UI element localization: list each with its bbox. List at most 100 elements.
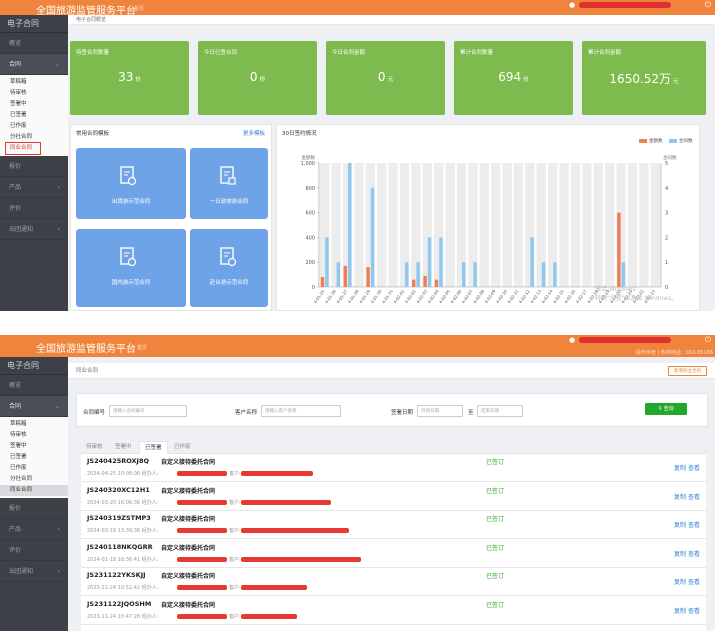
grid-band <box>331 163 341 287</box>
hotline-text[interactable]: 操作手册 | 热线电话：010-85166 <box>635 350 713 356</box>
grid-band <box>388 163 398 287</box>
view-link[interactable]: 查看 <box>688 550 701 558</box>
table-row[interactable]: JS240118NKQGRR 自定义接待委托合同 2024-01-18 16:36:… <box>81 539 706 568</box>
operator-redacted <box>177 585 227 590</box>
user-name-redacted[interactable] <box>579 337 671 343</box>
submenu-voided[interactable]: 已作废 <box>10 465 27 471</box>
grid-band <box>593 163 603 287</box>
sidebar-item-contract[interactable]: 合同 ⌄ <box>0 54 68 75</box>
sidebar-item-label: 评价 <box>9 205 22 212</box>
sidebar-item-product[interactable]: 产品 ‹ <box>0 519 68 540</box>
copy-link[interactable]: 复制 <box>674 550 687 558</box>
contract-id[interactable]: JS240320XC12H1 <box>87 485 150 494</box>
view-link[interactable]: 查看 <box>688 579 701 586</box>
contract-id[interactable]: JS231122JQOSHM <box>87 599 152 608</box>
date-to-label: 至 <box>468 410 474 416</box>
sidebar-item-departure-notice[interactable]: 出团通知 ‹ <box>0 561 68 582</box>
view-link[interactable]: 查看 <box>688 493 701 501</box>
copy-link[interactable]: 复制 <box>674 607 687 615</box>
sidebar-item-review[interactable]: 评价 <box>0 198 68 219</box>
operator-redacted <box>177 613 227 619</box>
template-label: 出境游示范合同 <box>111 199 151 205</box>
sidebar-item-contract[interactable]: 合同 ⌄ <box>0 396 68 417</box>
power-icon[interactable]: ⏻ <box>704 0 711 9</box>
tab-signed[interactable]: 已签署 <box>139 441 168 454</box>
submenu-signing[interactable]: 签署中 <box>10 443 27 449</box>
submenu-signed[interactable]: 已签署 <box>10 112 27 118</box>
table-row[interactable]: JS231122YKSKJJ 自定义接待委托合同 2023-11-24 10:52:… <box>81 568 706 596</box>
submenu-pending-review[interactable]: 待审核 <box>10 432 27 438</box>
date-start-input[interactable]: 开始日期 <box>417 405 463 417</box>
sidebar-item-departure-notice[interactable]: 出团通知 ‹ <box>0 219 68 240</box>
sidebar-item-overview[interactable]: 概览 <box>0 375 68 396</box>
view-link[interactable]: 查看 <box>688 522 701 529</box>
document-icon <box>220 166 236 185</box>
sidebar-item-quote[interactable]: 报价 <box>0 498 68 519</box>
copy-link[interactable]: 复制 <box>674 493 687 501</box>
template-domestic[interactable]: 国内游示范合同 <box>76 229 186 307</box>
submenu-signing[interactable]: 签署中 <box>10 101 27 107</box>
submenu-signed[interactable]: 已签署 <box>10 454 27 460</box>
submenu-pending-review[interactable]: 待审核 <box>10 90 27 96</box>
submenu-drafts[interactable]: 草稿箱 <box>10 421 27 427</box>
tab-pending-review[interactable]: 待审核 <box>86 444 103 450</box>
template-outbound[interactable]: 出境游示范合同 <box>76 148 186 219</box>
home-link[interactable]: 首页 <box>137 345 148 351</box>
contract-id[interactable]: JS231122YKSKJJ <box>87 571 146 579</box>
table-row[interactable]: JS231122JQOSHM 自定义接待委托合同 2023-11-24 10:47:… <box>81 596 706 625</box>
table-row[interactable]: JS240425ROXJ8Q 自定义接待委托合同 2024-04-25 10:08:… <box>81 454 706 482</box>
template-taiwan[interactable]: 赴台游示范合同 <box>190 229 268 307</box>
submenu-peer-contracts[interactable]: 同业合同 <box>5 142 41 155</box>
sidebar-item-label: 报价 <box>9 163 22 170</box>
grid-band <box>513 163 524 287</box>
contract-no-input[interactable]: 请输入合同编号 <box>109 405 187 417</box>
tab-signing[interactable]: 签署中 <box>115 444 132 450</box>
bar-amount <box>366 267 370 287</box>
user-icon[interactable]: ● <box>569 336 576 344</box>
submenu-branch-contracts[interactable]: 分社合同 <box>10 134 33 140</box>
copy-link[interactable]: 复制 <box>674 465 687 472</box>
bar-count <box>370 187 375 287</box>
stat-card-total-amount[interactable]: 累计合同金额 1650.52万元 <box>582 41 706 115</box>
sidebar-item-label: 评价 <box>9 547 22 554</box>
user-icon[interactable]: ● <box>569 1 576 9</box>
contract-id[interactable]: JS240118NKQGRR <box>87 542 153 551</box>
template-oneday[interactable]: 一日游旅游合同 <box>190 148 268 219</box>
submenu-drafts[interactable]: 草稿箱 <box>10 79 27 85</box>
date-end-input[interactable]: 结束日期 <box>477 405 523 417</box>
query-button[interactable]: ⚲ 查询 <box>645 403 687 415</box>
view-link[interactable]: 查看 <box>688 607 701 615</box>
y-tick-label: 400 <box>305 235 315 241</box>
stat-card-pending[interactable]: 待签合同数量 33 份 <box>70 41 189 115</box>
copy-link[interactable]: 复制 <box>674 579 687 586</box>
submenu-branch-contracts[interactable]: 分社合同 <box>10 476 33 482</box>
legend-amount: 金额数 <box>639 138 663 144</box>
more-templates-link[interactable]: 更多模板 <box>242 131 265 137</box>
sidebar-item-review[interactable]: 评价 <box>0 540 68 561</box>
bar-count <box>405 262 409 287</box>
chevron-left-icon: ‹ <box>57 184 60 191</box>
sidebar-item-quote[interactable]: 报价 <box>0 156 68 177</box>
grid-band <box>365 163 375 287</box>
table-row[interactable]: JS240319ZSTMP3 自定义接待委托合同 2024-03-19 13:39:… <box>81 511 706 539</box>
tab-voided[interactable]: 已作废 <box>174 444 191 450</box>
submenu-voided[interactable]: 已作废 <box>10 123 27 129</box>
home-link[interactable]: 首页 <box>134 6 145 12</box>
add-peer-contract-button[interactable]: 新增同业合同 <box>668 366 707 376</box>
stat-card-total-count[interactable]: 累计合同数量 694 份 <box>454 41 573 115</box>
table-row[interactable]: JS240320XC12H1 自定义接待委托合同 2024-03-20 16:06:… <box>81 482 706 511</box>
view-link[interactable]: 查看 <box>688 465 701 472</box>
customer-input[interactable]: 请输入客户名称 <box>261 405 341 417</box>
sidebar-item-product[interactable]: 产品 ‹ <box>0 177 68 198</box>
contract-id[interactable]: JS240319ZSTMP3 <box>87 514 151 522</box>
sidebar-item-label: 出团通知 <box>9 568 34 575</box>
contract-id[interactable]: JS240425ROXJ8Q <box>87 457 150 465</box>
sidebar-item-overview[interactable]: 概览 <box>0 33 68 54</box>
user-name-redacted[interactable] <box>579 2 671 8</box>
copy-link[interactable]: 复制 <box>674 522 687 529</box>
power-icon[interactable]: ⏻ <box>704 335 711 344</box>
grid-band <box>342 163 353 287</box>
submenu-peer-contracts[interactable]: 同业合同 <box>0 485 68 496</box>
